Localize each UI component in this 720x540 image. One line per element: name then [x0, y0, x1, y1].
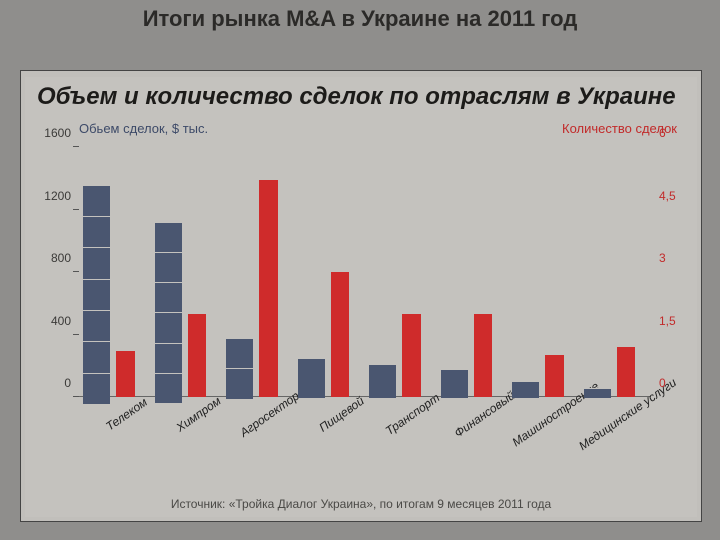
- y-right-tick: 4,5: [659, 189, 676, 203]
- count-bar: [402, 314, 421, 397]
- y-left-tick: 1200: [44, 189, 71, 203]
- y-right-tick: 1,5: [659, 314, 676, 328]
- count-bar: [116, 351, 135, 397]
- count-bar: [331, 272, 350, 397]
- volume-bar: [441, 369, 468, 397]
- category: Телеком: [79, 147, 151, 397]
- y-right-tick: 3: [659, 251, 666, 265]
- category: Агросектор: [222, 147, 294, 397]
- category: Медицинские услуги: [580, 147, 652, 397]
- source-text: Источник: «Тройка Диалог Украина», по ит…: [25, 497, 697, 511]
- volume-bar: [369, 364, 396, 397]
- y-left-tick: 0: [64, 376, 71, 390]
- chart-title: Объем и количество сделок по отраслям в …: [37, 83, 685, 111]
- count-bar: [474, 314, 493, 397]
- y-left-tick: 400: [51, 314, 71, 328]
- y-right-tick: 0: [659, 376, 666, 390]
- count-bar: [188, 314, 207, 397]
- category: Финансовый: [437, 147, 509, 397]
- y-right-tick: 6: [659, 126, 666, 140]
- slide: Итоги рынка M&A в Украине на 2011 год Об…: [0, 0, 720, 540]
- volume-bar: [226, 338, 253, 397]
- bars-container: ТелекомХимпромАгросекторПищевойТранспорт…: [79, 147, 651, 397]
- category: Транспорт: [365, 147, 437, 397]
- category: Машиностроение: [508, 147, 580, 397]
- count-bar: [545, 355, 564, 397]
- volume-bar: [512, 381, 539, 397]
- y-left-tick: 800: [51, 251, 71, 265]
- count-bar: [617, 347, 636, 397]
- category: Пищевой: [294, 147, 366, 397]
- chart-panel: Объем и количество сделок по отраслям в …: [20, 70, 702, 522]
- y-left-tick: 1600: [44, 126, 71, 140]
- slide-title: Итоги рынка M&A в Украине на 2011 год: [0, 6, 720, 32]
- volume-bar: [83, 185, 110, 398]
- category: Химпром: [151, 147, 223, 397]
- plot-area: ТелекомХимпромАгросекторПищевойТранспорт…: [79, 147, 651, 397]
- count-bar: [259, 180, 278, 397]
- volume-bar: [298, 358, 325, 397]
- chart-panel-inner: Объем и количество сделок по отраслям в …: [25, 77, 697, 517]
- left-axis-label: Обьем сделок, $ тыс.: [79, 121, 208, 136]
- volume-bar: [155, 222, 182, 397]
- volume-bar: [584, 388, 611, 397]
